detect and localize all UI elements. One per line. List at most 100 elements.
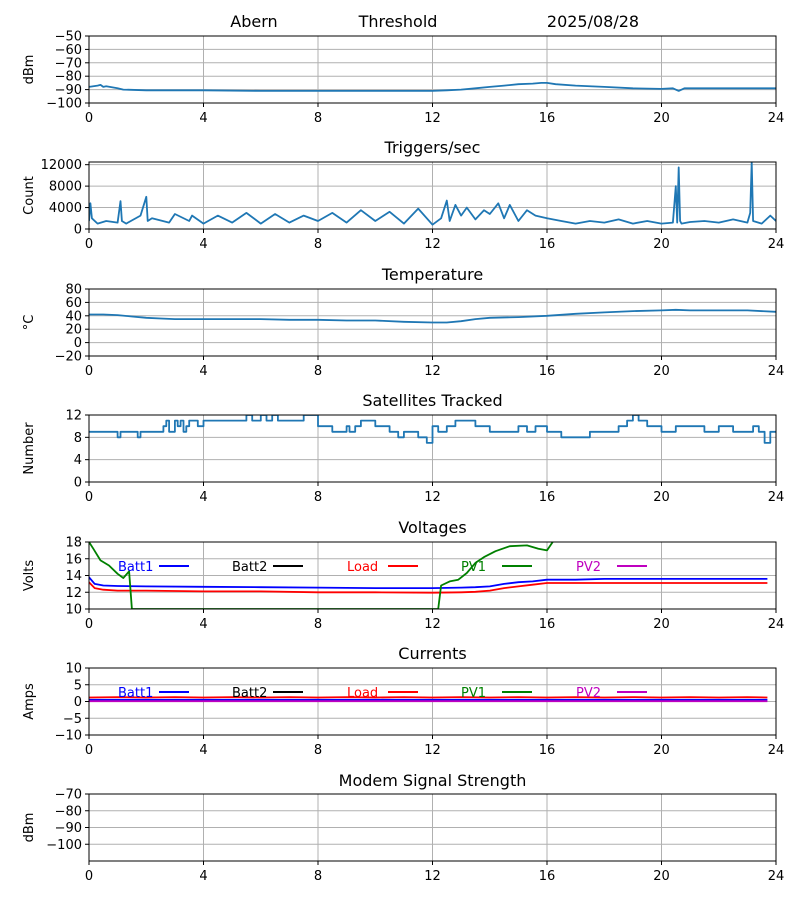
x-tick-label: 12: [424, 364, 441, 379]
x-tick-label: 20: [653, 111, 670, 126]
x-tick-label: 20: [653, 237, 670, 252]
y-tick-label: 12000: [41, 158, 82, 173]
y-axis-label: dBm: [22, 55, 37, 85]
series-line-signal: [89, 82, 776, 92]
y-tick-label: 18: [65, 536, 82, 551]
y-tick-label: −80: [55, 804, 82, 819]
y-tick-label: 0: [74, 476, 82, 491]
x-tick-label: 0: [85, 617, 93, 632]
y-tick-label: 12: [65, 586, 82, 601]
y-tick-label: −60: [55, 43, 82, 58]
x-tick-label: 20: [653, 869, 670, 884]
y-tick-label: 0: [74, 336, 82, 351]
y-tick-label: −50: [55, 30, 82, 45]
chart-title: Currents: [398, 644, 466, 663]
chart-panel-triggers: 0 4 8 12 16 20 24 0 4000 8000 12000 Count Triggers/s…: [22, 138, 784, 252]
x-tick-label: 16: [539, 743, 556, 758]
header-station: Abern: [230, 12, 277, 31]
x-tick-label: 4: [199, 490, 207, 505]
series-line-triggers: [89, 162, 776, 226]
y-tick-label: 5: [74, 678, 82, 693]
y-tick-label: 80: [65, 283, 82, 298]
y-tick-label: −20: [55, 350, 82, 365]
x-tick-label: 12: [424, 111, 441, 126]
legend-label-batt1: Batt1: [118, 686, 153, 701]
y-tick-label: −70: [55, 788, 82, 803]
series-line-load: [89, 581, 768, 594]
series-line-satellites: [89, 415, 776, 444]
y-tick-label: 14: [65, 569, 82, 584]
x-tick-label: 20: [653, 490, 670, 505]
header-mode: Threshold: [358, 12, 438, 31]
y-tick-label: 0: [74, 223, 82, 238]
x-tick-label: 16: [539, 617, 556, 632]
y-tick-label: 16: [65, 552, 82, 567]
x-tick-label: 24: [768, 869, 785, 884]
y-axis-label: dBm: [22, 813, 37, 843]
x-tick-label: 16: [539, 490, 556, 505]
x-tick-label: 24: [768, 617, 785, 632]
legend-label-batt2: Batt2: [232, 560, 267, 575]
y-tick-label: 0: [74, 695, 82, 710]
legend-label-load: Load: [347, 560, 378, 575]
x-tick-label: 20: [653, 743, 670, 758]
x-tick-label: 0: [85, 364, 93, 379]
y-axis-label: Volts: [22, 560, 37, 592]
x-tick-label: 16: [539, 869, 556, 884]
x-tick-label: 8: [314, 617, 322, 632]
x-tick-label: 0: [85, 237, 93, 252]
y-tick-label: 4: [74, 453, 82, 468]
y-tick-label: 40: [65, 309, 82, 324]
x-tick-label: 0: [85, 869, 93, 884]
y-tick-label: 8: [74, 431, 82, 446]
chart-panel-currents: 0 4 8 12 16 20 24 −10 −5 0 510 Amps Currents Batt1 Bat…: [22, 644, 784, 758]
chart-title: Modem Signal Strength: [339, 771, 527, 790]
x-tick-label: 4: [199, 237, 207, 252]
chart-title: Temperature: [381, 265, 483, 284]
y-axis-label: Amps: [22, 683, 37, 720]
y-tick-label: −90: [55, 83, 82, 98]
chart-panel-satellites: 0 4 8 12 16 20 24 0 4 8 12 Number Satellites Tracked: [22, 391, 784, 505]
x-tick-label: 8: [314, 869, 322, 884]
x-tick-label: 4: [199, 617, 207, 632]
legend-label-pv1: PV1: [461, 560, 486, 575]
chart-panel-signal: 0 4 8 12 16 20 24 −100−90−80−70−60−50 dBm: [22, 30, 784, 127]
y-tick-label: 60: [65, 296, 82, 311]
chart-panel-modem: 0 4 8 12 16 20 24 −100 −90 −80−70 dBm Modem Signal …: [22, 771, 784, 884]
x-tick-label: 8: [314, 364, 322, 379]
y-tick-label: −90: [55, 821, 82, 836]
y-tick-label: −80: [55, 70, 82, 85]
x-tick-label: 8: [314, 490, 322, 505]
y-axis-label: °C: [22, 315, 37, 331]
x-tick-label: 4: [199, 743, 207, 758]
x-tick-label: 12: [424, 617, 441, 632]
x-tick-label: 4: [199, 364, 207, 379]
series-line-temperature: [89, 308, 776, 324]
y-tick-label: −70: [55, 56, 82, 71]
y-tick-label: −100: [46, 838, 82, 853]
x-tick-label: 20: [653, 617, 670, 632]
y-tick-label: 4000: [49, 201, 82, 216]
x-tick-label: 12: [424, 869, 441, 884]
x-tick-label: 0: [85, 111, 93, 126]
y-axis-label: Number: [22, 422, 37, 475]
chart-title: Satellites Tracked: [362, 391, 502, 410]
x-tick-label: 20: [653, 364, 670, 379]
series-line-batt1: [89, 576, 768, 589]
x-tick-label: 4: [199, 111, 207, 126]
legend-label-batt1: Batt1: [118, 560, 153, 575]
y-tick-label: 8000: [49, 180, 82, 195]
x-tick-label: 12: [424, 237, 441, 252]
y-tick-label: −10: [55, 729, 82, 744]
x-tick-label: 12: [424, 743, 441, 758]
y-axis-label: Count: [22, 176, 37, 215]
y-tick-label: 10: [65, 662, 82, 677]
x-tick-label: 24: [768, 111, 785, 126]
x-tick-label: 0: [85, 743, 93, 758]
x-tick-label: 8: [314, 237, 322, 252]
chart-title: Voltages: [398, 518, 466, 537]
y-tick-label: 10: [65, 603, 82, 618]
legend-label-pv2: PV2: [576, 686, 601, 701]
legend-label-batt2: Batt2: [232, 686, 267, 701]
